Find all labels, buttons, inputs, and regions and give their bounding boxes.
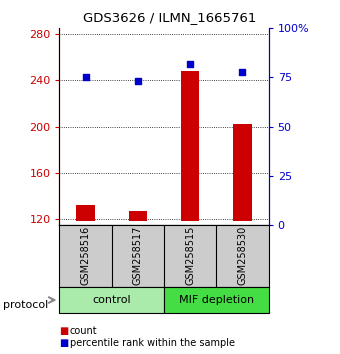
Point — [187, 61, 193, 67]
Bar — [59, 287, 164, 313]
Text: GSM258515: GSM258515 — [185, 226, 195, 285]
Text: percentile rank within the sample: percentile rank within the sample — [70, 338, 235, 348]
Text: MIF depletion: MIF depletion — [179, 295, 254, 305]
Point — [83, 75, 88, 80]
Text: count: count — [70, 326, 97, 336]
Text: GSM258517: GSM258517 — [133, 226, 143, 285]
Text: GDS3626 / ILMN_1665761: GDS3626 / ILMN_1665761 — [83, 11, 257, 24]
Bar — [164, 287, 269, 313]
Text: ■: ■ — [59, 326, 69, 336]
Bar — [129, 211, 147, 221]
Bar — [76, 205, 95, 221]
Bar — [181, 71, 199, 221]
Point — [135, 79, 141, 84]
Text: control: control — [92, 295, 131, 305]
Text: protocol: protocol — [3, 300, 49, 310]
Text: GSM258530: GSM258530 — [237, 226, 248, 285]
Bar — [233, 124, 252, 221]
Text: GSM258516: GSM258516 — [81, 226, 91, 285]
Text: ■: ■ — [59, 338, 69, 348]
Point — [240, 69, 245, 74]
